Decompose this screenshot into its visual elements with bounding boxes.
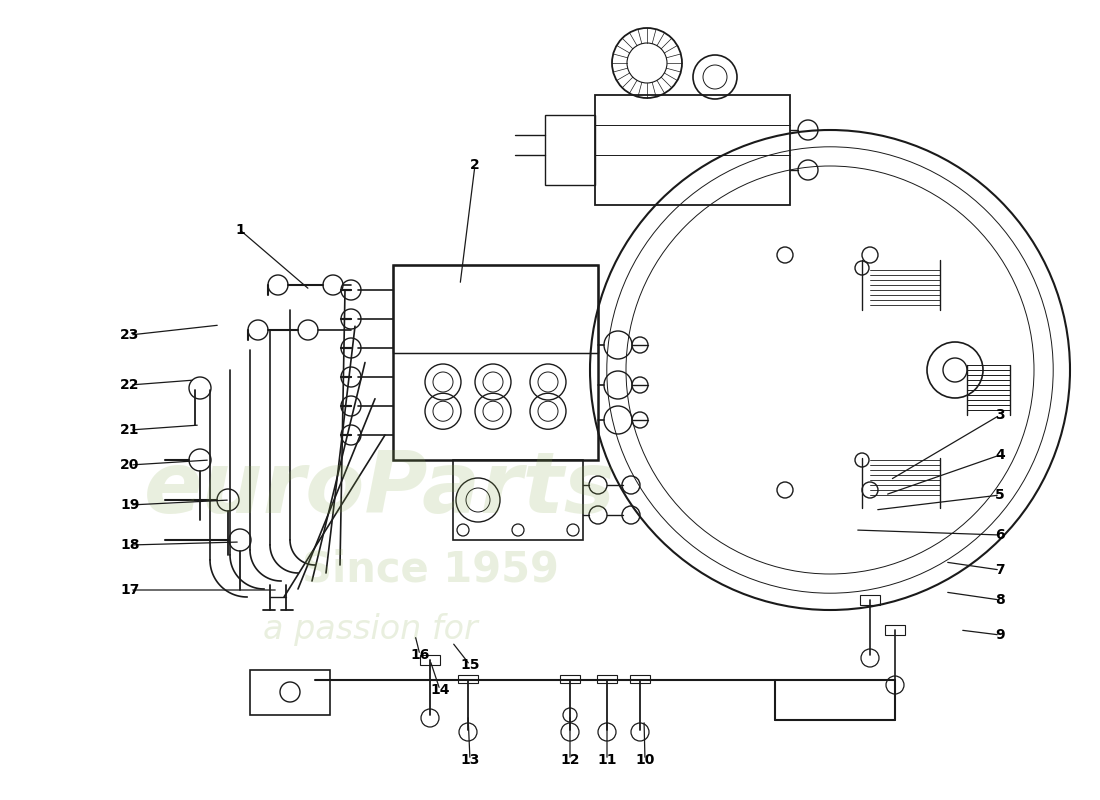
Text: 5: 5 [996,488,1005,502]
Text: 13: 13 [460,753,480,767]
Bar [250,670,330,715]
Text: 10: 10 [636,753,654,767]
Bar [458,675,478,683]
Bar [393,265,598,460]
Text: 3: 3 [996,408,1004,422]
Bar [544,115,595,185]
Text: 1: 1 [235,223,245,237]
Text: 11: 11 [597,753,617,767]
Text: 23: 23 [120,328,140,342]
Bar [886,625,905,635]
Text: 14: 14 [430,683,450,697]
Text: 8: 8 [996,593,1005,607]
Bar [860,595,880,605]
Text: Since 1959: Since 1959 [301,549,559,591]
Text: 20: 20 [120,458,140,472]
Text: 4: 4 [996,448,1005,462]
Text: 12: 12 [560,753,580,767]
Text: 21: 21 [120,423,140,437]
Bar [597,675,617,683]
Text: 22: 22 [120,378,140,392]
Text: 9: 9 [996,628,1004,642]
Bar [630,675,650,683]
Text: 18: 18 [120,538,140,552]
Bar [393,265,598,353]
Text: 15: 15 [460,658,480,672]
Bar [560,675,580,683]
Text: a passion for: a passion for [263,614,477,646]
Text: 19: 19 [120,498,140,512]
Text: 6: 6 [996,528,1004,542]
Bar [595,95,790,205]
Text: 16: 16 [410,648,430,662]
Text: 17: 17 [120,583,140,597]
Bar [420,655,440,665]
Text: 7: 7 [996,563,1004,577]
Text: euroParts: euroParts [144,449,616,531]
Bar [453,460,583,540]
Text: 2: 2 [470,158,480,172]
